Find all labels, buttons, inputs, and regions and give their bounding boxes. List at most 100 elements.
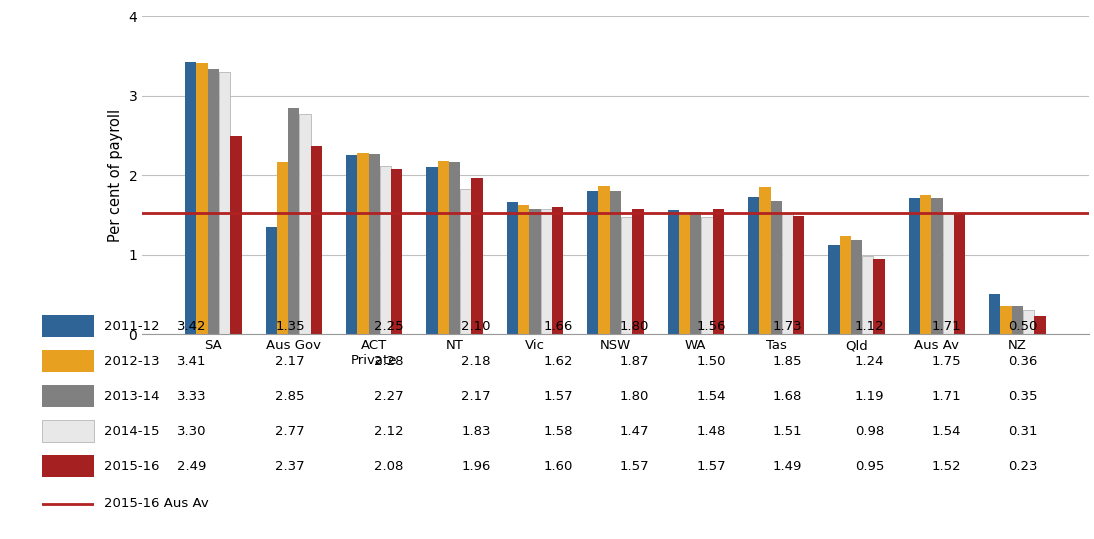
Text: 0.50: 0.50 bbox=[1009, 320, 1037, 333]
Bar bbox=[587, 191, 598, 334]
Bar bbox=[954, 213, 965, 334]
Text: 1.68: 1.68 bbox=[773, 390, 802, 403]
Bar bbox=[770, 201, 782, 334]
Text: 2.49: 2.49 bbox=[177, 460, 206, 473]
Bar bbox=[529, 209, 540, 334]
Bar bbox=[1034, 316, 1046, 334]
Bar bbox=[1023, 309, 1034, 334]
Bar bbox=[519, 205, 529, 334]
Bar bbox=[598, 185, 609, 334]
Bar bbox=[185, 63, 197, 334]
Bar bbox=[507, 202, 519, 334]
Bar bbox=[277, 162, 288, 334]
Text: 2015-16: 2015-16 bbox=[104, 460, 160, 473]
Text: 1.19: 1.19 bbox=[856, 390, 884, 403]
Bar bbox=[230, 136, 242, 334]
Bar bbox=[931, 198, 943, 334]
Bar bbox=[667, 210, 679, 334]
Text: 1.85: 1.85 bbox=[773, 355, 802, 368]
Bar bbox=[391, 169, 403, 334]
Text: 2.27: 2.27 bbox=[373, 390, 404, 403]
Text: 1.56: 1.56 bbox=[697, 320, 725, 333]
Text: 1.87: 1.87 bbox=[620, 355, 649, 368]
Bar bbox=[632, 209, 643, 334]
Bar bbox=[427, 167, 438, 334]
Text: 1.62: 1.62 bbox=[544, 355, 572, 368]
Bar bbox=[943, 212, 954, 334]
Bar bbox=[1012, 306, 1023, 334]
Text: 2.18: 2.18 bbox=[462, 355, 490, 368]
Bar bbox=[862, 256, 873, 334]
Text: 2013-14: 2013-14 bbox=[104, 390, 160, 403]
Bar bbox=[472, 178, 482, 334]
Bar bbox=[748, 197, 759, 334]
Text: 1.57: 1.57 bbox=[543, 390, 573, 403]
Bar bbox=[1001, 306, 1012, 334]
Text: 2011-12: 2011-12 bbox=[104, 320, 160, 333]
Text: 1.60: 1.60 bbox=[544, 460, 572, 473]
Text: 2.10: 2.10 bbox=[462, 320, 490, 333]
Bar bbox=[449, 162, 461, 334]
Text: 1.58: 1.58 bbox=[544, 425, 572, 438]
Bar bbox=[551, 207, 563, 334]
Bar bbox=[300, 114, 311, 334]
Text: 1.80: 1.80 bbox=[620, 320, 649, 333]
Text: 2014-15: 2014-15 bbox=[104, 425, 160, 438]
Text: 1.75: 1.75 bbox=[931, 355, 962, 368]
Text: 1.35: 1.35 bbox=[275, 320, 305, 333]
Bar bbox=[266, 227, 277, 334]
Bar bbox=[369, 154, 380, 334]
Bar bbox=[540, 209, 551, 334]
Text: 2.37: 2.37 bbox=[275, 460, 305, 473]
Text: 1.57: 1.57 bbox=[696, 460, 726, 473]
Text: 2015-16 Aus Av: 2015-16 Aus Av bbox=[104, 497, 209, 510]
Text: 2.28: 2.28 bbox=[374, 355, 403, 368]
Bar bbox=[909, 198, 920, 334]
Text: 0.35: 0.35 bbox=[1009, 390, 1037, 403]
Text: 3.41: 3.41 bbox=[177, 355, 206, 368]
Bar bbox=[208, 70, 219, 334]
Bar bbox=[288, 108, 300, 334]
Text: 2.85: 2.85 bbox=[276, 390, 304, 403]
Text: 1.48: 1.48 bbox=[697, 425, 725, 438]
Text: 1.52: 1.52 bbox=[931, 460, 962, 473]
Text: 1.54: 1.54 bbox=[697, 390, 725, 403]
Text: 2.08: 2.08 bbox=[374, 460, 403, 473]
Bar bbox=[380, 165, 391, 334]
Bar bbox=[346, 155, 358, 334]
Text: 2012-13: 2012-13 bbox=[104, 355, 160, 368]
Bar bbox=[679, 215, 690, 334]
Bar bbox=[219, 72, 230, 334]
Text: 0.98: 0.98 bbox=[856, 425, 884, 438]
Y-axis label: Per cent of payroll: Per cent of payroll bbox=[108, 109, 123, 241]
Text: 2.17: 2.17 bbox=[275, 355, 305, 368]
Bar bbox=[621, 217, 632, 334]
Text: 0.36: 0.36 bbox=[1009, 355, 1037, 368]
Bar bbox=[828, 245, 840, 334]
Text: 0.31: 0.31 bbox=[1009, 425, 1037, 438]
Text: 1.80: 1.80 bbox=[620, 390, 649, 403]
Bar bbox=[197, 63, 208, 334]
Bar bbox=[712, 209, 724, 334]
Text: 3.30: 3.30 bbox=[177, 425, 206, 438]
Bar bbox=[920, 195, 931, 334]
Text: 1.47: 1.47 bbox=[620, 425, 649, 438]
Text: 2.12: 2.12 bbox=[373, 425, 404, 438]
Text: 1.12: 1.12 bbox=[854, 320, 885, 333]
Text: 1.49: 1.49 bbox=[773, 460, 802, 473]
Text: 1.71: 1.71 bbox=[931, 320, 962, 333]
Text: 2.25: 2.25 bbox=[373, 320, 404, 333]
Bar bbox=[358, 153, 369, 334]
Text: 1.50: 1.50 bbox=[697, 355, 725, 368]
Text: 2.77: 2.77 bbox=[275, 425, 305, 438]
Bar bbox=[793, 216, 804, 334]
Text: 1.66: 1.66 bbox=[544, 320, 572, 333]
Text: 3.42: 3.42 bbox=[177, 320, 206, 333]
Text: 0.95: 0.95 bbox=[856, 460, 884, 473]
Bar bbox=[701, 217, 712, 334]
Text: 1.96: 1.96 bbox=[462, 460, 490, 473]
Text: 3.33: 3.33 bbox=[176, 390, 207, 403]
Bar bbox=[989, 294, 1001, 334]
Bar bbox=[311, 146, 322, 334]
Text: 1.54: 1.54 bbox=[932, 425, 961, 438]
